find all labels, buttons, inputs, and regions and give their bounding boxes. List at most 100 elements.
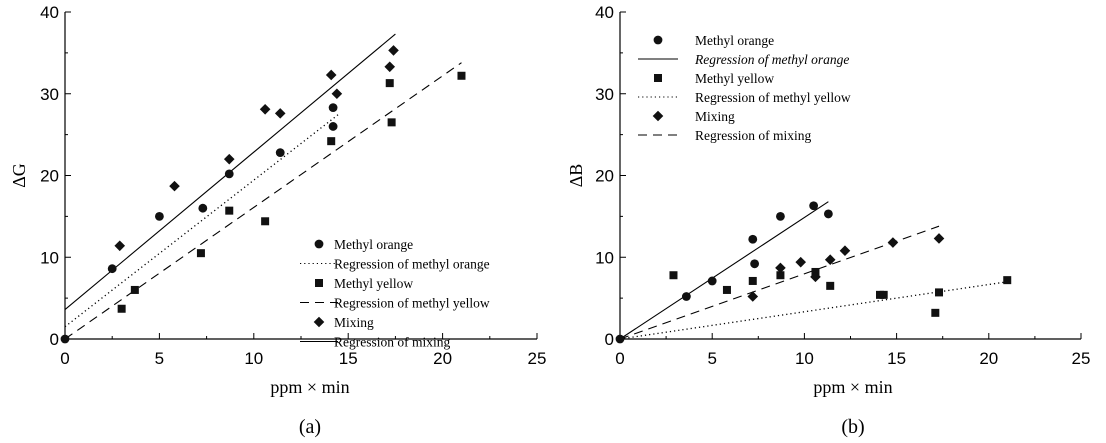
data-point-circle xyxy=(750,259,760,269)
data-point-square xyxy=(327,137,336,146)
regression-line-0 xyxy=(64,113,340,328)
legend: Methyl orange Regression of methyl orange… xyxy=(638,33,851,143)
data-point-diamond xyxy=(384,61,396,73)
data-point-diamond xyxy=(824,254,836,266)
x-axis-title: ppm × min xyxy=(270,377,349,397)
x-tick-label: 10 xyxy=(795,349,814,368)
data-point-diamond xyxy=(775,262,786,274)
data-point-diamond xyxy=(388,45,399,56)
data-point-circle xyxy=(681,292,691,301)
legend-marker-diamond xyxy=(652,110,664,122)
x-tick-label: 10 xyxy=(244,349,263,368)
data-point-circle xyxy=(823,209,833,219)
y-tick-label: 0 xyxy=(605,330,614,349)
legend-label: Mixing xyxy=(334,315,374,330)
legend-marker-square xyxy=(654,74,662,82)
y-tick-label: 30 xyxy=(595,85,614,104)
legend-label: Regression of methyl yellow xyxy=(334,296,490,311)
data-point-square xyxy=(117,304,126,313)
legend-marker-circle xyxy=(653,35,663,45)
data-point-square xyxy=(1003,276,1012,285)
data-point-circle xyxy=(107,264,117,274)
data-point-square xyxy=(826,281,835,290)
data-point-diamond xyxy=(325,69,337,81)
data-point-diamond xyxy=(331,88,343,100)
data-point-circle xyxy=(328,122,338,131)
x-tick-label: 0 xyxy=(60,349,69,368)
y-tick-label: 40 xyxy=(595,3,614,22)
y-tick-label: 0 xyxy=(50,330,59,349)
data-point-circle xyxy=(224,169,234,179)
regression-line-0 xyxy=(619,201,829,340)
x-tick-label: 0 xyxy=(615,349,624,368)
data-point-square xyxy=(879,290,888,299)
y-axis-title: ΔB xyxy=(566,164,586,188)
x-axis-title: ppm × min xyxy=(813,377,892,397)
data-point-square xyxy=(935,288,944,297)
data-point-square xyxy=(130,285,139,294)
y-tick-label: 10 xyxy=(40,248,59,267)
legend-label: Methyl orange xyxy=(695,33,774,48)
data-point-circle xyxy=(198,203,208,213)
data-point-diamond xyxy=(223,153,235,165)
data-point-circle xyxy=(748,234,758,244)
x-tick-label: 5 xyxy=(155,349,164,368)
data-point-diamond xyxy=(259,103,271,115)
data-point-diamond xyxy=(274,108,286,119)
legend-label: Regression of methyl orange xyxy=(334,257,490,272)
legend-label: Mixing xyxy=(695,109,735,124)
chart-panel-b: 0 5 10 15 20 25 0 10 20 30 40 ppm × min ΔB (b) Methyl … xyxy=(566,3,1090,438)
data-point-diamond xyxy=(810,271,821,283)
x-tick-label: 20 xyxy=(433,349,452,368)
data-point-square xyxy=(385,79,394,88)
legend-label: Regression of mixing xyxy=(695,128,811,143)
data-point-square xyxy=(722,285,731,294)
x-tick-label: 15 xyxy=(339,349,358,368)
y-tick-label: 30 xyxy=(40,85,59,104)
y-tick-label: 40 xyxy=(40,3,59,22)
x-tick-label: 5 xyxy=(707,349,716,368)
data-point-square xyxy=(776,271,785,280)
data-point-square xyxy=(748,276,757,285)
data-point-circle xyxy=(328,103,338,113)
data-point-square xyxy=(196,249,205,258)
data-point-circle xyxy=(155,211,164,221)
data-point-diamond xyxy=(114,240,126,252)
regression-line-2 xyxy=(619,225,940,340)
data-point-circle xyxy=(776,211,785,221)
x-tick-label: 20 xyxy=(979,349,998,368)
data-point-diamond xyxy=(933,233,945,244)
y-tick-label: 20 xyxy=(40,167,59,186)
data-point-diamond xyxy=(795,256,807,268)
data-point-diamond xyxy=(747,291,759,302)
regression-line-1 xyxy=(619,281,1008,340)
legend-label: Regression of methyl orange xyxy=(694,52,849,67)
data-point-diamond xyxy=(839,245,851,257)
legend-marker-square xyxy=(315,279,323,287)
legend-label: Regression of mixing xyxy=(334,335,450,350)
x-tick-label: 15 xyxy=(887,349,906,368)
data-point-circle xyxy=(275,148,285,158)
legend: Methyl orange Regression of methyl orange… xyxy=(300,237,490,350)
data-point-square xyxy=(457,71,466,80)
data-point-circle xyxy=(809,201,819,211)
chart-panel-a: 0 5 10 15 20 25 0 10 20 30 40 ppm × min ΔG (a) Methyl … xyxy=(9,3,546,438)
data-point-circle xyxy=(615,334,625,344)
legend-marker-circle xyxy=(314,239,324,249)
data-point-square xyxy=(931,308,940,317)
x-tick-label: 25 xyxy=(528,349,547,368)
panel-label: (b) xyxy=(841,416,864,438)
data-point-square xyxy=(225,206,234,215)
data-point-square xyxy=(669,271,678,280)
panel-label: (a) xyxy=(299,416,321,438)
x-tick-label: 25 xyxy=(1072,349,1091,368)
data-point-diamond xyxy=(169,180,180,192)
legend-label: Methyl orange xyxy=(334,237,413,252)
data-point-square xyxy=(261,217,270,226)
legend-label: Methyl yellow xyxy=(334,276,413,291)
legend-label: Methyl yellow xyxy=(695,71,774,86)
y-axis-title: ΔG xyxy=(9,163,29,188)
data-point-square xyxy=(387,118,396,127)
